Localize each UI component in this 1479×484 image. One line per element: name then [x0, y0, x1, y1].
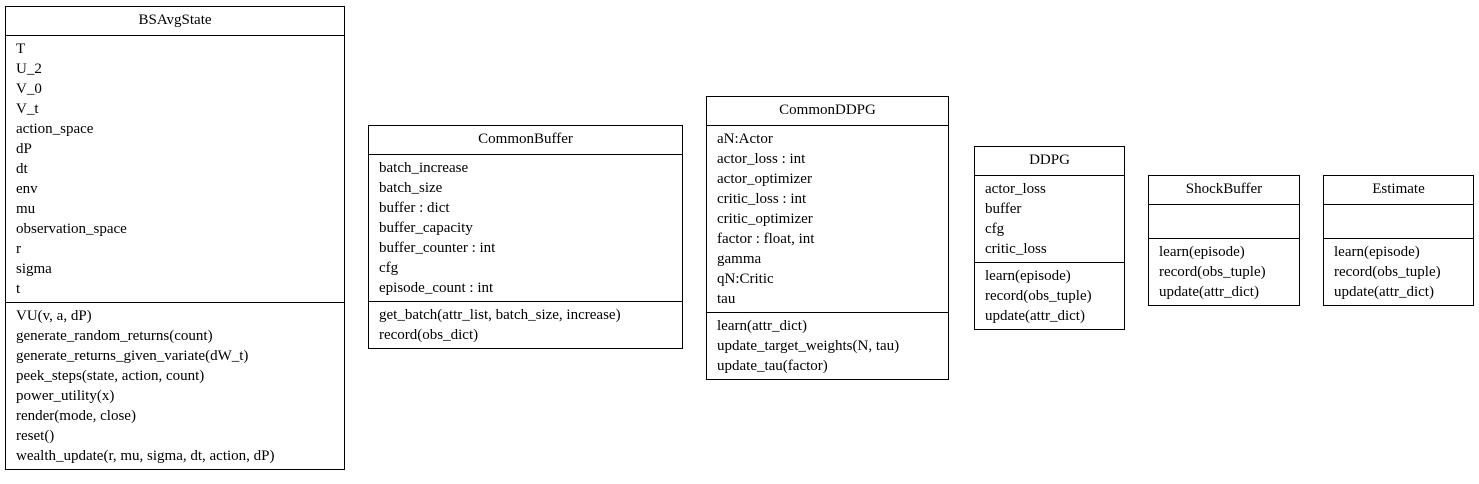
- attribute-row: dP: [16, 141, 32, 157]
- class-name: DDPG: [975, 147, 1124, 176]
- method-row: power_utility(x): [16, 388, 115, 404]
- attribute-row: buffer_capacity: [379, 220, 473, 236]
- attribute-row: critic_optimizer: [717, 211, 813, 227]
- attribute-row: cfg: [985, 221, 1005, 237]
- attribute-row: qN:Critic: [717, 271, 774, 287]
- class-box-bsavgstate: BSAvgState T U_2 V_0 V_t action_space dP dt env m…: [5, 6, 345, 470]
- methods-section: VU(v, a, dP) generate_random_returns(coun…: [6, 303, 344, 469]
- method-row: record(obs_tuple): [985, 288, 1092, 304]
- method-row: learn(episode): [1159, 244, 1245, 260]
- class-box-shockbuffer: ShockBuffer learn(episode) record(obs_tupl…: [1148, 175, 1300, 306]
- attribute-row: U_2: [16, 61, 42, 77]
- method-row: update_target_weights(N, tau): [717, 338, 900, 354]
- class-name: CommonBuffer: [369, 126, 682, 155]
- attribute-row: critic_loss: [985, 241, 1047, 257]
- method-row: generate_random_returns(count): [16, 328, 213, 344]
- attribute-row: observation_space: [16, 221, 127, 237]
- attribute-row: t: [16, 281, 21, 297]
- attribute-row: gamma: [717, 251, 762, 267]
- attribute-row: actor_loss : int: [717, 151, 806, 167]
- methods-section: learn(attr_dict) update_target_weights(N,…: [707, 313, 948, 379]
- attribute-row: critic_loss : int: [717, 191, 807, 207]
- attribute-row: env: [16, 181, 38, 197]
- class-name: CommonDDPG: [707, 97, 948, 126]
- attribute-row: episode_count : int: [379, 280, 494, 296]
- method-row: update(attr_dict): [1334, 284, 1434, 300]
- method-row: update(attr_dict): [985, 308, 1085, 324]
- methods-section: learn(episode) record(obs_tuple) update(at…: [975, 263, 1124, 329]
- method-row: learn(episode): [1334, 244, 1420, 260]
- method-row: get_batch(attr_list, batch_size, increas…: [379, 307, 621, 323]
- attribute-row: T: [16, 41, 26, 57]
- attribute-row: batch_increase: [379, 160, 469, 176]
- attribute-row: buffer: [985, 201, 1022, 217]
- method-row: update(attr_dict): [1159, 284, 1259, 300]
- attributes-section: T U_2 V_0 V_t action_space dP dt env mu observati…: [6, 36, 344, 303]
- method-row: learn(attr_dict): [717, 318, 807, 334]
- attribute-row: factor : float, int: [717, 231, 815, 247]
- methods-section: learn(episode) record(obs_tuple) update(at…: [1324, 239, 1473, 305]
- attribute-row: sigma: [16, 261, 52, 277]
- method-row: render(mode, close): [16, 408, 136, 424]
- method-row: reset(): [16, 428, 55, 444]
- attribute-row: actor_loss: [985, 181, 1046, 197]
- class-box-commonddpg: CommonDDPG aN:Actor actor_loss : int actor_…: [706, 96, 949, 380]
- attribute-row: r: [16, 241, 21, 257]
- method-row: record(obs_tuple): [1334, 264, 1441, 280]
- attribute-row: cfg: [379, 260, 399, 276]
- method-row: wealth_update(r, mu, sigma, dt, action, …: [16, 448, 275, 464]
- methods-section: get_batch(attr_list, batch_size, increas…: [369, 302, 682, 348]
- class-name: ShockBuffer: [1149, 176, 1299, 205]
- method-row: VU(v, a, dP): [16, 308, 92, 324]
- attribute-row: tau: [717, 291, 736, 307]
- method-row: peek_steps(state, action, count): [16, 368, 205, 384]
- attribute-row: buffer_counter : int: [379, 240, 496, 256]
- method-row: learn(episode): [985, 268, 1071, 284]
- attribute-row: dt: [16, 161, 28, 177]
- method-row: record(obs_dict): [379, 327, 479, 343]
- class-name: Estimate: [1324, 176, 1473, 205]
- attribute-row: buffer : dict: [379, 200, 450, 216]
- method-row: generate_returns_given_variate(dW_t): [16, 348, 249, 364]
- attributes-section: [1324, 205, 1473, 239]
- methods-section: learn(episode) record(obs_tuple) update(at…: [1149, 239, 1299, 305]
- attribute-row: action_space: [16, 121, 94, 137]
- method-row: update_tau(factor): [717, 358, 828, 374]
- method-row: record(obs_tuple): [1159, 264, 1266, 280]
- class-name: BSAvgState: [6, 7, 344, 36]
- attribute-row: batch_size: [379, 180, 443, 196]
- attribute-row: V_0: [16, 81, 42, 97]
- attribute-row: aN:Actor: [717, 131, 773, 147]
- class-box-estimate: Estimate learn(episode) record(obs_tuple)u…: [1323, 175, 1474, 306]
- attributes-section: [1149, 205, 1299, 239]
- attribute-row: V_t: [16, 101, 39, 117]
- attribute-row: actor_optimizer: [717, 171, 812, 187]
- attribute-row: mu: [16, 201, 36, 217]
